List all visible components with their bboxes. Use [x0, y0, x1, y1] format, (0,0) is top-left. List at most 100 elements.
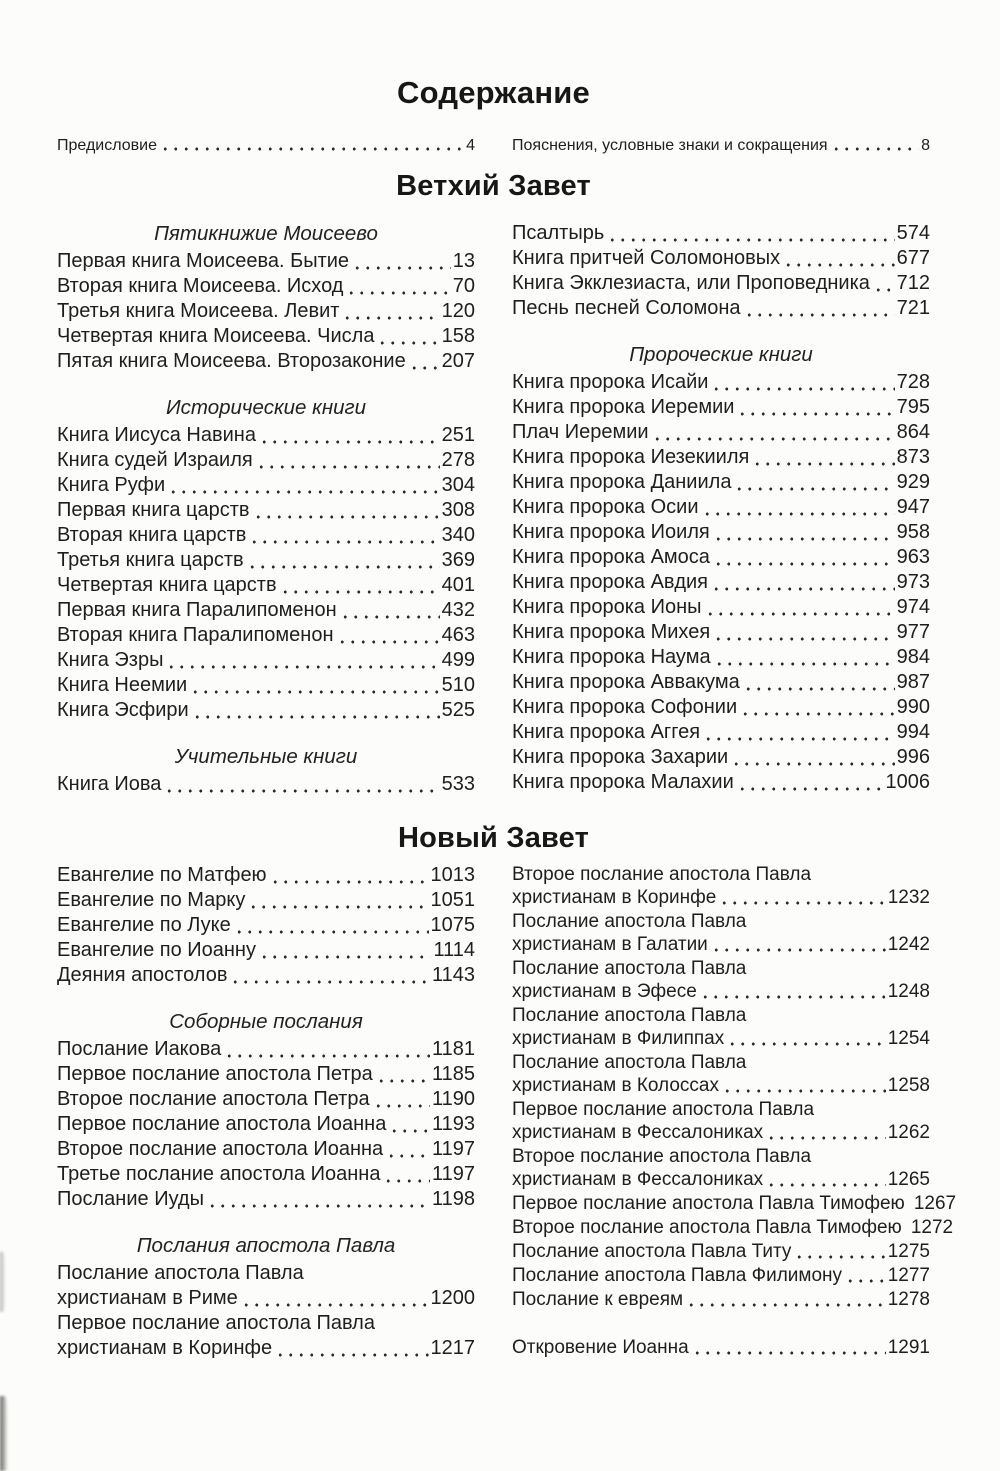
dot-leader [830, 147, 920, 151]
dot-leader [740, 712, 895, 716]
dot-leader [794, 1255, 886, 1259]
toc-entry-row: Книга пророка Софонии 990 [512, 695, 930, 720]
toc-entry-line1: Первое послание апостола Павла [512, 1099, 815, 1120]
dot-leader [736, 787, 884, 791]
toc-entry-row: Книга пророка Исайи 728 [512, 370, 930, 395]
dot-leader [233, 930, 429, 934]
toc-entry-row: Первая книга Моисеева. Бытие 13 [57, 249, 475, 274]
dot-leader [743, 313, 895, 317]
entries: Откровение Иоанна 1291 [512, 1336, 930, 1359]
dot-leader [224, 1054, 430, 1058]
toc-entry-row: Книга Неемии 510 [57, 673, 475, 698]
dot-leader [686, 1303, 886, 1307]
toc-entry-page: 677 [896, 247, 930, 269]
dot-leader [742, 687, 895, 691]
toc-entry: Книга судей Израиля 278 [57, 448, 475, 473]
toc-entry-row: Книга Эзры 499 [57, 648, 475, 673]
toc-entry: Плач Иеремии 864 [512, 420, 930, 445]
toc-entry-page: 1006 [885, 771, 931, 793]
toc-entry-page: 1291 [887, 1337, 930, 1358]
toc-entry: Первое послание апостола Павла Тимофею 1… [512, 1192, 956, 1215]
toc-entry-title: Книга пророка Даниила [512, 471, 732, 493]
toc-entry-row: Послание Иуды 1198 [57, 1187, 475, 1212]
dot-leader [713, 662, 895, 666]
toc-entry-page: 721 [896, 297, 930, 319]
dot-leader [766, 1183, 886, 1187]
toc-group: Пятикнижие Моисеево Первая книга Моисеев… [57, 221, 475, 374]
dot-leader [719, 901, 886, 905]
dot-leader [711, 387, 895, 391]
toc-entry-row: Первое послание апостола Павла Тимофею 1… [512, 1192, 956, 1215]
page-title: Содержание [397, 75, 590, 110]
toc-entry: Послание апостола Павла христианам в Фил… [512, 1004, 930, 1050]
toc-entry-line1: Второе послание апостола Павла [512, 864, 812, 885]
toc-entry-row: христианам в Колоссах 1258 [512, 1074, 930, 1097]
toc-sections: Ветхий Завет Пятикнижие Моисеево [57, 171, 956, 1361]
toc-entry-title: Первая книга царств [57, 499, 250, 521]
section: Новый Завет [57, 823, 956, 1361]
toc-entry-row: Книга пророка Авдия 973 [512, 570, 930, 595]
toc-entry-page: 340 [441, 524, 475, 546]
toc-entry-page: 958 [896, 521, 930, 543]
toc-entry-title: Послание Иуды [57, 1188, 204, 1210]
toc-entry-title: Евангелие по Марку [57, 889, 246, 911]
toc-entry-page: 369 [441, 549, 475, 571]
toc-entry-page: 1193 [431, 1113, 475, 1135]
toc-entry: Книга Эзры 499 [57, 648, 475, 673]
toc-entry-row: Третья книга Моисеева. Левит 120 [57, 299, 475, 324]
toc-entry: Вторая книга Моисеева. Исход 70 [57, 274, 475, 299]
subsection-heading: Пятикнижие Моисеево [154, 222, 378, 245]
toc-entry: Предисловие 4 [57, 137, 475, 155]
toc-entry-title: Послание к евреям [512, 1289, 684, 1310]
toc-entry: Книга пророка Михея 977 [512, 620, 930, 645]
toc-entry: Книга пророка Иеремии 795 [512, 395, 930, 420]
toc-entry: Евангелие по Иоанну 1114 [57, 938, 475, 963]
toc-entry-title: христианам в Риме [57, 1287, 238, 1309]
toc-entry-title: христианам в Галатии [512, 934, 708, 955]
toc-group: Соборные послания Послание Иакова [57, 1009, 475, 1212]
toc-entry: Книга пророка Захарии 996 [512, 745, 930, 770]
toc-entry-page: 1114 [433, 939, 475, 961]
toc-entry-row: Вторая книга Паралипоменон 463 [57, 623, 475, 648]
toc-entry: Пояснения, условные знаки и сокращения 8 [512, 137, 930, 155]
dot-leader [372, 1104, 430, 1108]
toc-entry: Четвертая книга Моисеева. Числа 158 [57, 324, 475, 349]
toc-entry-page: 1181 [431, 1038, 475, 1060]
toc-entry-page: 987 [896, 671, 930, 693]
toc-entry-row: Песнь песней Соломона 721 [512, 296, 930, 321]
toc-entry-title: Книга Эсфири [57, 699, 189, 721]
toc-entry-page: 251 [441, 424, 475, 446]
toc-entry-page: 401 [441, 574, 475, 596]
toc-entry-row: Книга пророка Иеремии 795 [512, 395, 930, 420]
dot-leader [712, 537, 895, 541]
toc-entry-page: 70 [452, 275, 475, 297]
toc-entry-row: Пояснения, условные знаки и сокращения 8 [512, 137, 930, 155]
columns: Евангелие по Матфею 1013 [57, 863, 956, 1361]
toc-entry-page: 1278 [887, 1289, 930, 1310]
toc-entry-row: Книга притчей Соломоновых 677 [512, 246, 930, 271]
page-edge-smudge-upper [0, 1252, 6, 1312]
toc-entry-title: Вторая книга царств [57, 524, 247, 546]
toc-entry: Книга пророка Амоса 963 [512, 545, 930, 570]
dot-leader [166, 665, 440, 669]
toc-entry-title: христианам в Коринфе [512, 887, 717, 908]
dot-leader [389, 1129, 430, 1133]
entries: Второе послание апостола Павла христиана… [512, 863, 956, 1311]
dot-leader [279, 590, 440, 594]
dot-leader [752, 462, 895, 466]
toc-entry-page: 463 [441, 624, 475, 646]
toc-entry-page: 795 [896, 396, 930, 418]
toc-entry-title: Книга Неемии [57, 674, 188, 696]
toc-entry-title: Послание апостола Павла Филимону [512, 1265, 843, 1286]
toc-entry-title: Откровение Иоанна [512, 1337, 689, 1358]
toc-entry-page: 1143 [431, 964, 475, 986]
toc-entry-row: Книга пророка Захарии 996 [512, 745, 930, 770]
toc-entry-page: 1262 [887, 1122, 930, 1143]
toc-entry-page: 304 [441, 474, 475, 496]
subsection-heading: Послания апостола Павла [136, 1234, 396, 1257]
toc-entry-line1: Первое послание апостола Павла [57, 1312, 375, 1334]
toc-entry: Послание апостола Павла христианам в Кол… [512, 1051, 930, 1097]
toc-entry-page: 1198 [431, 1188, 475, 1210]
toc-entry-row: Второе послание апостола Иоанна 1197 [57, 1137, 475, 1162]
toc-entry: Первое послание апостола Павла христиана… [57, 1311, 475, 1361]
